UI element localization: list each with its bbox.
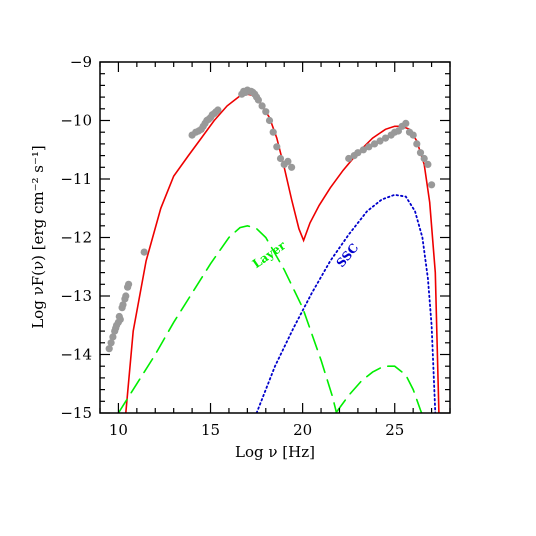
- annotation-ssc: SSC: [334, 241, 362, 270]
- y-tick-label: −9: [70, 53, 92, 71]
- y-tick-label: −14: [60, 346, 92, 364]
- data-point: [413, 140, 421, 148]
- y-axis-label: Log νF(ν) [erg cm⁻² s⁻¹]: [29, 145, 47, 329]
- series-line-4: [255, 193, 437, 413]
- y-tick-label: −13: [60, 287, 92, 305]
- data-point: [370, 140, 379, 148]
- data-point: [109, 333, 117, 341]
- x-tick-label: 10: [109, 421, 128, 439]
- y-tick-label: −12: [60, 229, 92, 247]
- data-point: [273, 143, 281, 151]
- data-point: [105, 345, 113, 353]
- data-point: [428, 181, 436, 189]
- data-point: [365, 143, 373, 151]
- x-axis-label: Log ν [Hz]: [235, 443, 315, 461]
- series-line-2: [117, 224, 338, 413]
- data-point: [125, 280, 133, 288]
- data-point: [402, 119, 410, 127]
- data-point: [262, 108, 270, 116]
- data-point: [381, 134, 390, 142]
- x-tick-label: 15: [201, 421, 220, 439]
- series-line-3: [335, 365, 423, 413]
- data-point: [214, 106, 222, 114]
- data-point: [354, 149, 362, 157]
- y-tick-label: −15: [60, 404, 92, 422]
- x-tick-label: 25: [385, 421, 404, 439]
- data-point: [254, 96, 262, 104]
- series-line-1: [125, 93, 440, 413]
- data-point: [416, 149, 425, 157]
- data-point: [265, 116, 274, 125]
- y-tick-label: −11: [60, 170, 92, 188]
- data-point: [284, 157, 292, 165]
- data-point: [276, 154, 285, 163]
- data-point: [258, 102, 266, 110]
- data-point: [359, 146, 367, 154]
- annotation-layer: Layer: [250, 238, 289, 271]
- x-tick-label: 20: [293, 421, 312, 439]
- y-tick-label: −10: [60, 112, 92, 130]
- data-point: [119, 301, 127, 309]
- data-point: [424, 160, 432, 168]
- data-point: [288, 163, 296, 171]
- data-point: [345, 154, 353, 163]
- data-point: [116, 315, 124, 323]
- data-point: [140, 248, 148, 256]
- data-point: [409, 131, 417, 139]
- data-point: [107, 339, 115, 347]
- data-point: [376, 137, 384, 145]
- data-point: [420, 154, 428, 163]
- data-point: [269, 128, 277, 136]
- data-point: [122, 292, 130, 300]
